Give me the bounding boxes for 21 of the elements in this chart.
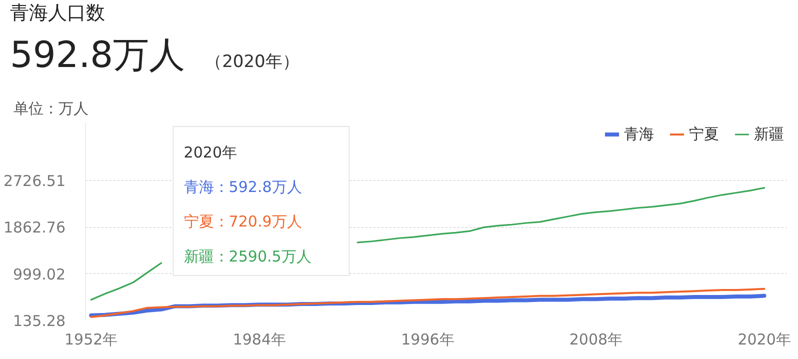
y-tick-label: 1862.76 xyxy=(3,218,66,237)
chart-title: 青海人口数 xyxy=(10,1,105,26)
x-tick-label: 2008年 xyxy=(569,330,623,348)
x-tick-label: 2020年 xyxy=(738,330,791,348)
x-tick-label: 1952年 xyxy=(64,330,118,348)
chart-subtitle: 592.8万人 xyxy=(10,35,186,76)
legend-label: 宁夏 xyxy=(689,124,719,144)
annotation: 青海：592.8万人 xyxy=(184,178,302,196)
y-tick-label: 999.02 xyxy=(13,265,66,284)
x-tick-label: 1984年 xyxy=(232,330,286,348)
y-tick-label: 135.28 xyxy=(13,312,66,330)
line-series xyxy=(90,288,766,318)
y-axis-title: 单位：万人 xyxy=(14,100,88,118)
annotation: 宁夏：720.9万人 xyxy=(184,212,302,231)
y-tick-label: 2726.51 xyxy=(3,172,66,190)
annotation: 2020年 xyxy=(184,143,237,162)
legend-label: 青海 xyxy=(624,124,654,144)
legend-label: 新疆 xyxy=(754,124,784,144)
text: （2020年） xyxy=(205,52,300,72)
x-tick-label: 1996年 xyxy=(401,330,454,348)
annotation: 新疆：2590.5万人 xyxy=(184,247,312,266)
